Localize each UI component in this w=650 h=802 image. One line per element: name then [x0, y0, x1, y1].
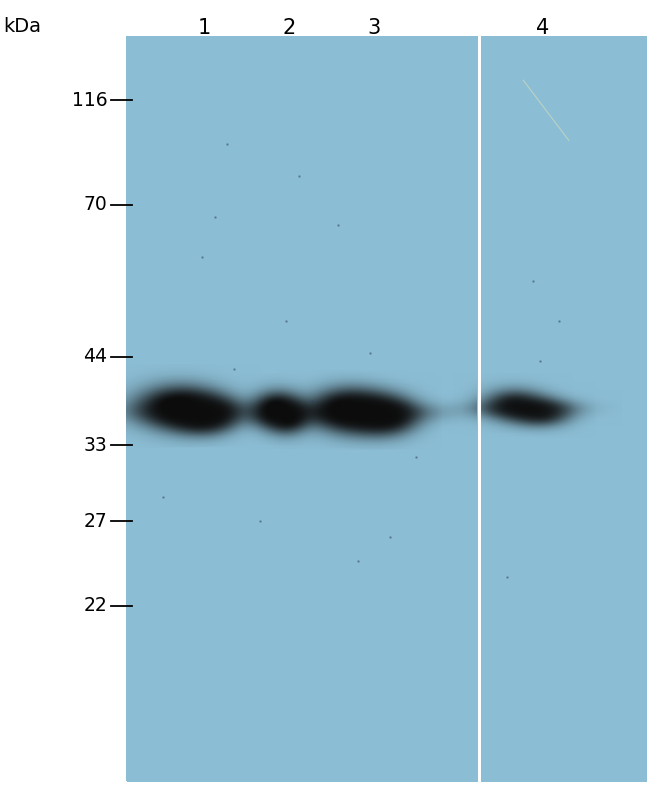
Text: 44: 44	[83, 347, 107, 367]
Text: 70: 70	[83, 195, 107, 214]
Text: 2: 2	[283, 18, 296, 38]
Bar	[481, 36, 647, 782]
Text: kDa: kDa	[3, 17, 41, 36]
Text: 3: 3	[367, 18, 380, 38]
Text: 33: 33	[83, 435, 107, 455]
Text: 4: 4	[536, 18, 549, 38]
Text: 116: 116	[72, 91, 107, 110]
Text: 1: 1	[198, 18, 211, 38]
Bar	[127, 36, 478, 782]
Text: 22: 22	[83, 596, 107, 615]
Text: 27: 27	[83, 512, 107, 531]
